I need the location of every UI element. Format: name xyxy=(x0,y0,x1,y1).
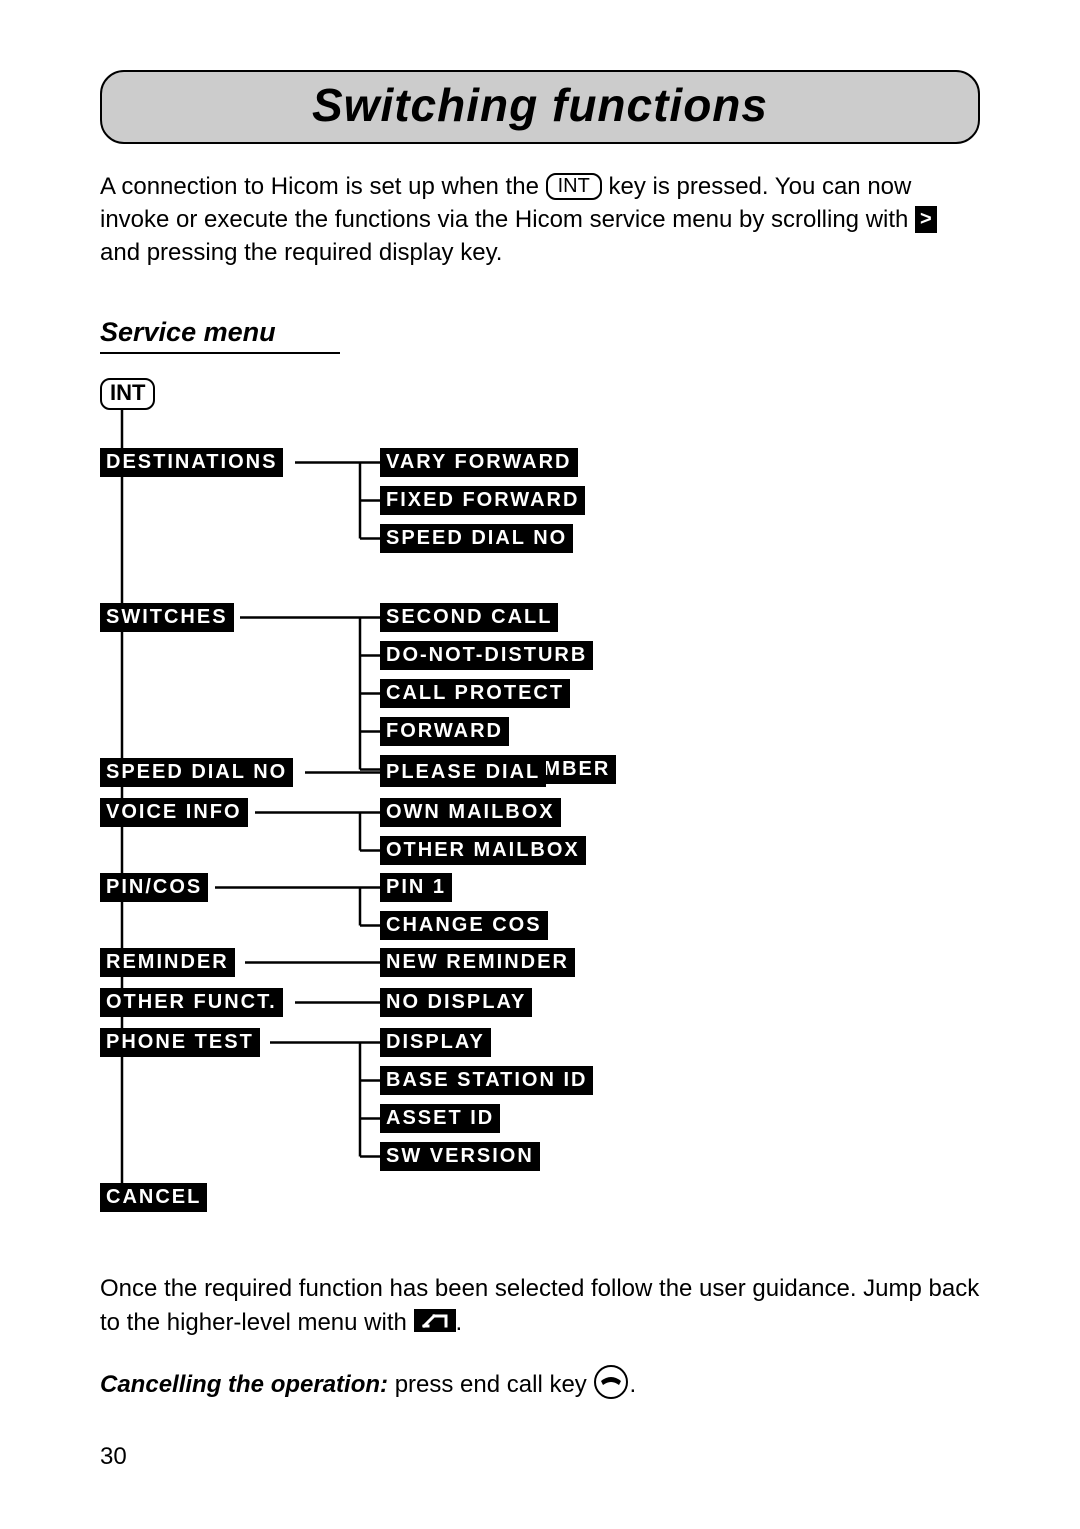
menu-item-cancel: CANCEL xyxy=(100,1183,207,1212)
submenu-item: FORWARD xyxy=(380,717,509,746)
menu-item-reminder: REMINDER xyxy=(100,948,235,977)
submenu-item: NEW REMINDER xyxy=(380,948,575,977)
submenu-item: BASE STATION ID xyxy=(380,1066,593,1095)
menu-item-voice_info: VOICE INFO xyxy=(100,798,248,827)
submenu-item: DISPLAY xyxy=(380,1028,491,1057)
cancel-tail: . xyxy=(629,1371,636,1398)
submenu-item: SPEED DIAL NO xyxy=(380,524,573,553)
page-title: Switching functions xyxy=(102,78,978,132)
title-bar: Switching functions xyxy=(100,70,980,144)
outro-text-1: Once the required function has been sele… xyxy=(100,1275,979,1336)
int-key-icon: INT xyxy=(546,173,602,200)
menu-item-destinations: DESTINATIONS xyxy=(100,448,283,477)
submenu-item: DO-NOT-DISTURB xyxy=(380,641,593,670)
outro-text-2: . xyxy=(456,1309,463,1336)
end-call-key-icon xyxy=(593,1364,629,1400)
menu-item-other_funct: OTHER FUNCT. xyxy=(100,988,283,1017)
menu-item-phone_test: PHONE TEST xyxy=(100,1028,260,1057)
cancel-lead: Cancelling the operation: xyxy=(100,1371,388,1398)
submenu-item: PIN 1 xyxy=(380,873,452,902)
submenu-item: PLEASE DIAL xyxy=(380,758,546,787)
section-heading: Service menu xyxy=(100,317,980,348)
menu-item-pin_cos: PIN/COS xyxy=(100,873,208,902)
heading-rule xyxy=(100,352,340,354)
service-menu-tree: INT DESTINATIONS SWITCHES SPEED DIAL NO VOI… xyxy=(100,378,980,1248)
submenu-item: SW VERSION xyxy=(380,1142,540,1171)
page-number: 30 xyxy=(100,1443,127,1471)
menu-item-switches: SWITCHES xyxy=(100,603,234,632)
intro-text-3: and pressing the required display key. xyxy=(100,239,502,266)
tree-root-int: INT xyxy=(100,378,155,410)
submenu-item: SECOND CALL xyxy=(380,603,558,632)
outro-paragraph: Once the required function has been sele… xyxy=(100,1272,980,1339)
submenu-item: CALL PROTECT xyxy=(380,679,570,708)
cancel-rest: press end call key xyxy=(388,1371,593,1398)
intro-paragraph: A connection to Hicom is set up when the… xyxy=(100,170,980,269)
submenu-item: OWN MAILBOX xyxy=(380,798,561,827)
back-arrow-key-icon xyxy=(414,1309,456,1332)
submenu-item: CHANGE COS xyxy=(380,911,548,940)
submenu-item: FIXED FORWARD xyxy=(380,486,585,515)
page: Switching functions A connection to Hico… xyxy=(0,0,1080,1529)
submenu-item: ASSET ID xyxy=(380,1104,500,1133)
cancel-line: Cancelling the operation: press end call… xyxy=(100,1364,980,1400)
submenu-item: OTHER MAILBOX xyxy=(380,836,586,865)
submenu-item: NO DISPLAY xyxy=(380,988,532,1017)
intro-text-1: A connection to Hicom is set up when the xyxy=(100,173,546,200)
menu-item-speed_dial: SPEED DIAL NO xyxy=(100,758,293,787)
scroll-chevron-icon: > xyxy=(915,206,937,233)
submenu-item: VARY FORWARD xyxy=(380,448,578,477)
